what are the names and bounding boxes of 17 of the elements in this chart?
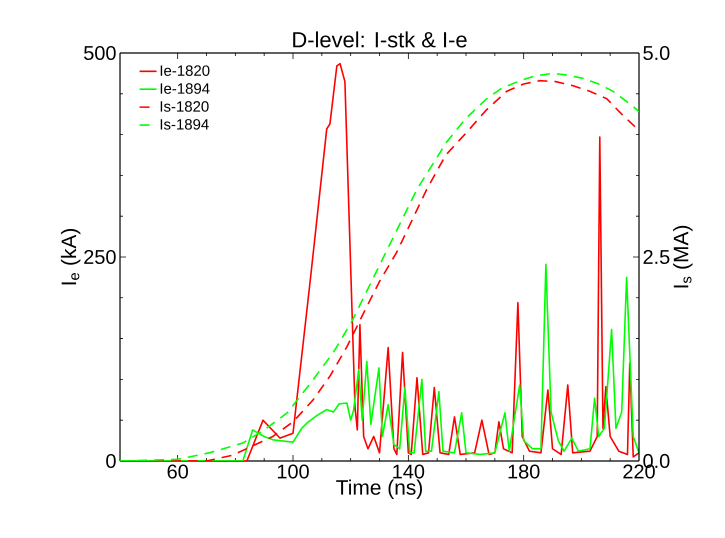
x-tick-label: 140 (393, 464, 424, 479)
y-tick-label: 250 (84, 250, 116, 264)
y-axis-title: I$_{e}$ (kA) (60, 228, 80, 284)
x-tick-label: 180 (508, 464, 540, 479)
y-tick-label: 500 (84, 46, 116, 60)
legend-label: Ie-1820 (160, 65, 210, 76)
y2-tick-label: 2.5 (644, 250, 670, 264)
legend-label: Is-1894 (160, 119, 209, 130)
x-tick-label: 60 (168, 464, 188, 479)
y-tick-label: 0 (106, 454, 116, 468)
chart-title: D-level: I-stk & I-e (293, 31, 467, 48)
y2-axis-title: I$_{s}$ (MA) (673, 226, 693, 288)
x-axis-title: Time (ns) (336, 479, 422, 499)
legend-label: Ie-1894 (160, 83, 210, 94)
legend-label: Is-1820 (160, 101, 209, 112)
y2-tick-label: 5.0 (643, 46, 670, 60)
x-tick-label: 100 (278, 464, 309, 479)
